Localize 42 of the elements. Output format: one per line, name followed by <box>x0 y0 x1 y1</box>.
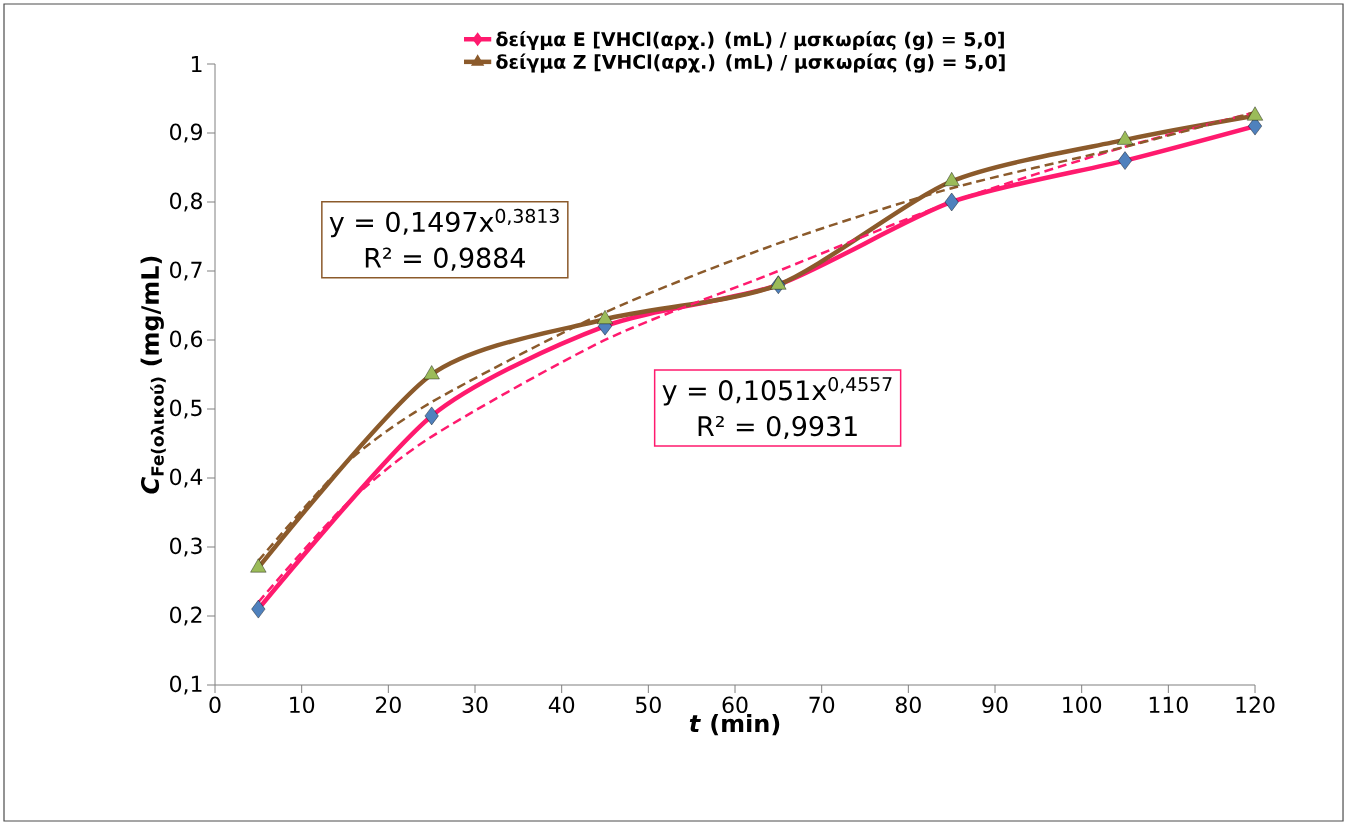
x-axis-title: t (min) <box>689 713 780 736</box>
y-tick-label: 0,4 <box>170 468 203 488</box>
point <box>770 275 787 290</box>
y-tick-label: 0,8 <box>170 192 202 212</box>
y-tick-label: 0,9 <box>170 123 202 143</box>
x-tick-label: 40 <box>548 696 575 714</box>
x-tick-label: 120 <box>1236 696 1275 714</box>
point <box>944 192 959 212</box>
y-tick-label: 0,3 <box>170 537 202 557</box>
legend-label: δείγμα E [VHCl(αρχ.) (mL) / μσκωρίας (g) = 5,0] <box>496 30 1004 51</box>
x-tick-label: 50 <box>636 696 661 714</box>
point <box>424 406 439 426</box>
x-tick-label: 0 <box>209 696 221 714</box>
x-tick-label: 60 <box>722 696 748 714</box>
annotation: y = 0,1051x$^{0,4557}$ <box>662 377 892 406</box>
point <box>1247 106 1264 121</box>
point <box>1118 151 1132 170</box>
x-tick-label: 70 <box>809 696 835 714</box>
x-tick-label: 10 <box>290 696 315 714</box>
legend-label: δείγμα Z [VHCl(αρχ.) (mL) / μσκωρίας (g) = 5,0] <box>496 53 1005 73</box>
point <box>1117 130 1134 145</box>
y-tick-label: 0,1 <box>170 675 202 695</box>
point <box>250 558 267 573</box>
point <box>943 172 960 186</box>
x-tick-label: 80 <box>895 696 921 714</box>
y-tick-label: 0,5 <box>170 399 202 419</box>
annotation: R² = 0,9931 <box>698 415 857 440</box>
annotation: y = 0,1497x$^{0,3813}$ <box>329 208 559 238</box>
y-axis-title: C$_{Fe(ολικού)}$ (mg/mL) <box>140 256 166 494</box>
y-tick-label: 1 <box>191 55 202 72</box>
x-tick-label: 90 <box>982 696 1008 714</box>
x-tick-label: 110 <box>1149 696 1188 714</box>
point <box>597 310 613 324</box>
y-tick-label: 0,6 <box>170 330 203 350</box>
point <box>423 365 440 380</box>
x-tick-label: 30 <box>462 696 488 714</box>
y-tick-label: 0,7 <box>170 261 202 281</box>
x-tick-label: 20 <box>376 696 401 714</box>
y-tick-label: 0,2 <box>170 606 202 626</box>
point <box>251 599 266 619</box>
annotation: R² = 0,9884 <box>365 247 525 271</box>
x-tick-label: 100 <box>1063 696 1102 714</box>
